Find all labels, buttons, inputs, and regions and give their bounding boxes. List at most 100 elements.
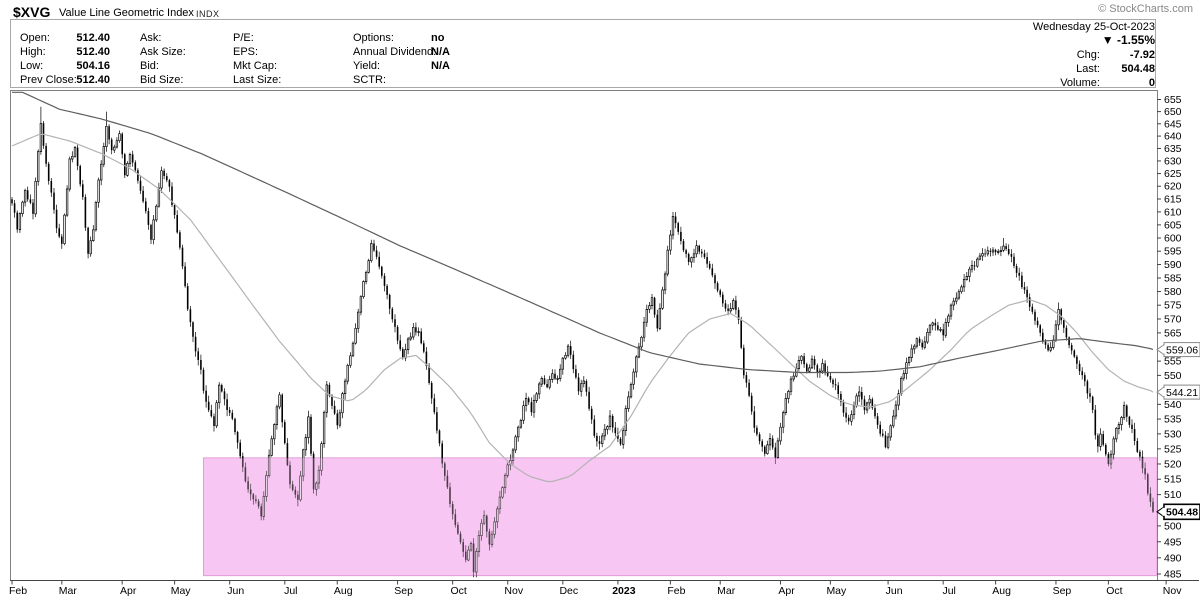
x-axis-label: Jul bbox=[942, 585, 955, 597]
ma200-line bbox=[12, 91, 1154, 374]
x-axis-label: Apr bbox=[120, 585, 137, 597]
price-callout-value: 544.21 bbox=[1166, 387, 1198, 399]
x-axis-label: Nov bbox=[1163, 585, 1182, 597]
y-axis-label: 525 bbox=[1164, 443, 1182, 455]
high-label: High: bbox=[20, 46, 46, 58]
x-axis-label: Dec bbox=[559, 585, 578, 597]
y-axis-label: 515 bbox=[1164, 474, 1182, 486]
price-callout-joint bbox=[1162, 507, 1166, 516]
y-axis-label: 610 bbox=[1164, 206, 1182, 218]
y-axis-label: 585 bbox=[1164, 272, 1182, 284]
y-axis-label: 635 bbox=[1164, 143, 1182, 155]
x-axis-label: Nov bbox=[504, 585, 523, 597]
x-axis-label: Aug bbox=[992, 585, 1011, 597]
volume-label: Volume: bbox=[1060, 77, 1100, 89]
x-axis-label: Feb bbox=[667, 585, 685, 597]
y-axis-label: 630 bbox=[1164, 155, 1182, 167]
y-axis-label: 520 bbox=[1164, 458, 1182, 470]
y-axis-label: 495 bbox=[1164, 536, 1182, 548]
price-callout-value: 504.48 bbox=[1166, 507, 1198, 519]
x-axis-label: May bbox=[826, 585, 847, 597]
plot-area bbox=[11, 91, 1157, 578]
chg-value: -7.92 bbox=[1129, 49, 1155, 61]
options-value: no bbox=[431, 32, 445, 44]
y-axis-label: 655 bbox=[1164, 94, 1182, 106]
quote-col1-values: 512.40 512.40 504.16 512.40 bbox=[70, 31, 110, 87]
x-axis-label: Mar bbox=[59, 585, 78, 597]
candle-bodies-up bbox=[18, 122, 1126, 573]
volume-row: Volume: 0 bbox=[1060, 76, 1155, 90]
low-label: Low: bbox=[20, 60, 44, 72]
last-size-label: Last Size: bbox=[233, 74, 282, 86]
quote-right-stats: ▼ -1.55% Chg: -7.92 Last: 504.48 Volume:… bbox=[1060, 33, 1155, 90]
sctr-label: SCTR: bbox=[353, 74, 386, 86]
yield-label: Yield: bbox=[353, 60, 381, 72]
ask-label: Ask: bbox=[140, 32, 162, 44]
y-axis-label: 620 bbox=[1164, 181, 1182, 193]
x-axis-label: May bbox=[171, 585, 192, 597]
x-axis-label: Sep bbox=[394, 585, 413, 597]
last-label: Last: bbox=[1076, 63, 1100, 75]
y-axis-label: 485 bbox=[1164, 569, 1182, 581]
x-axis-label: Aug bbox=[334, 585, 353, 597]
mkt-cap-label: Mkt Cap: bbox=[233, 60, 278, 72]
bid-label: Bid: bbox=[140, 60, 159, 72]
open-value: 512.40 bbox=[76, 32, 110, 44]
y-axis-label: 510 bbox=[1164, 489, 1182, 501]
options-label: Options: bbox=[353, 32, 394, 44]
y-axis-label: 500 bbox=[1164, 520, 1182, 532]
y-axis-label: 490 bbox=[1164, 552, 1182, 564]
support-zone bbox=[202, 457, 1157, 577]
ask-size-label: Ask Size: bbox=[140, 46, 186, 58]
annual-dividend-label: Annual Dividend: bbox=[353, 46, 437, 58]
last-value: 504.48 bbox=[1121, 63, 1155, 75]
y-axis-label: 605 bbox=[1164, 219, 1182, 231]
x-axis-label: Sep bbox=[1053, 585, 1072, 597]
ma50-line bbox=[11, 133, 1154, 483]
pe-label: P/E: bbox=[233, 32, 254, 44]
x-axis-label: Jun bbox=[886, 585, 903, 597]
y-axis-label: 575 bbox=[1164, 300, 1182, 312]
chg-label: Chg: bbox=[1076, 49, 1100, 61]
y-axis-label: 555 bbox=[1164, 356, 1182, 368]
prev-close-label: Prev Close: bbox=[20, 74, 77, 86]
quote-col2-labels: Ask: Ask Size: Bid: Bid Size: bbox=[140, 31, 186, 87]
x-axis-label: Mar bbox=[717, 585, 736, 597]
x-axis-label: Jun bbox=[227, 585, 244, 597]
price-callout-value: 559.06 bbox=[1166, 344, 1198, 356]
quote-col1-labels: Open: High: Low: Prev Close: bbox=[20, 31, 77, 87]
y-axis-label: 600 bbox=[1164, 232, 1182, 244]
quote-col3-labels: P/E: EPS: Mkt Cap: Last Size: bbox=[233, 31, 281, 87]
eps-label: EPS: bbox=[233, 46, 259, 58]
yield-value: N/A bbox=[431, 60, 450, 72]
y-axis-label: 535 bbox=[1164, 414, 1182, 426]
annual-dividend-value: N/A bbox=[431, 46, 450, 58]
open-label: Open: bbox=[20, 32, 50, 44]
y-axis-label: 580 bbox=[1164, 286, 1182, 298]
chg-row: Chg: -7.92 bbox=[1060, 48, 1155, 62]
quote-col4-labels: Options: Annual Dividend: Yield: SCTR: bbox=[353, 31, 436, 87]
change-percent: ▼ -1.55% bbox=[1060, 33, 1155, 48]
down-arrow-icon: ▼ bbox=[1101, 33, 1114, 47]
candle-bodies-down bbox=[11, 123, 1154, 573]
x-axis-label: 2023 bbox=[612, 585, 636, 597]
y-axis-label: 540 bbox=[1164, 399, 1182, 411]
ticker-name: Value Line Geometric Index bbox=[59, 7, 194, 19]
quote-date: Wednesday 25-Oct-2023 bbox=[1032, 21, 1155, 33]
ticker-symbol: $XVG bbox=[13, 4, 51, 20]
x-axis-label: Jul bbox=[284, 585, 297, 597]
x-axis-label: Feb bbox=[9, 585, 27, 597]
y-axis-label: 570 bbox=[1164, 313, 1182, 325]
last-row: Last: 504.48 bbox=[1060, 62, 1155, 76]
change-percent-value: -1.55% bbox=[1116, 33, 1155, 47]
y-axis-label: 640 bbox=[1164, 131, 1182, 143]
y-axis-label: 650 bbox=[1164, 106, 1182, 118]
y-axis-label: 625 bbox=[1164, 168, 1182, 180]
y-axis-label: 615 bbox=[1164, 194, 1182, 206]
quote-summary-box bbox=[10, 19, 1156, 88]
y-axis-label: 530 bbox=[1164, 428, 1182, 440]
stockcharts-credit: © StockCharts.com bbox=[1098, 3, 1193, 15]
low-value: 504.16 bbox=[76, 60, 110, 72]
